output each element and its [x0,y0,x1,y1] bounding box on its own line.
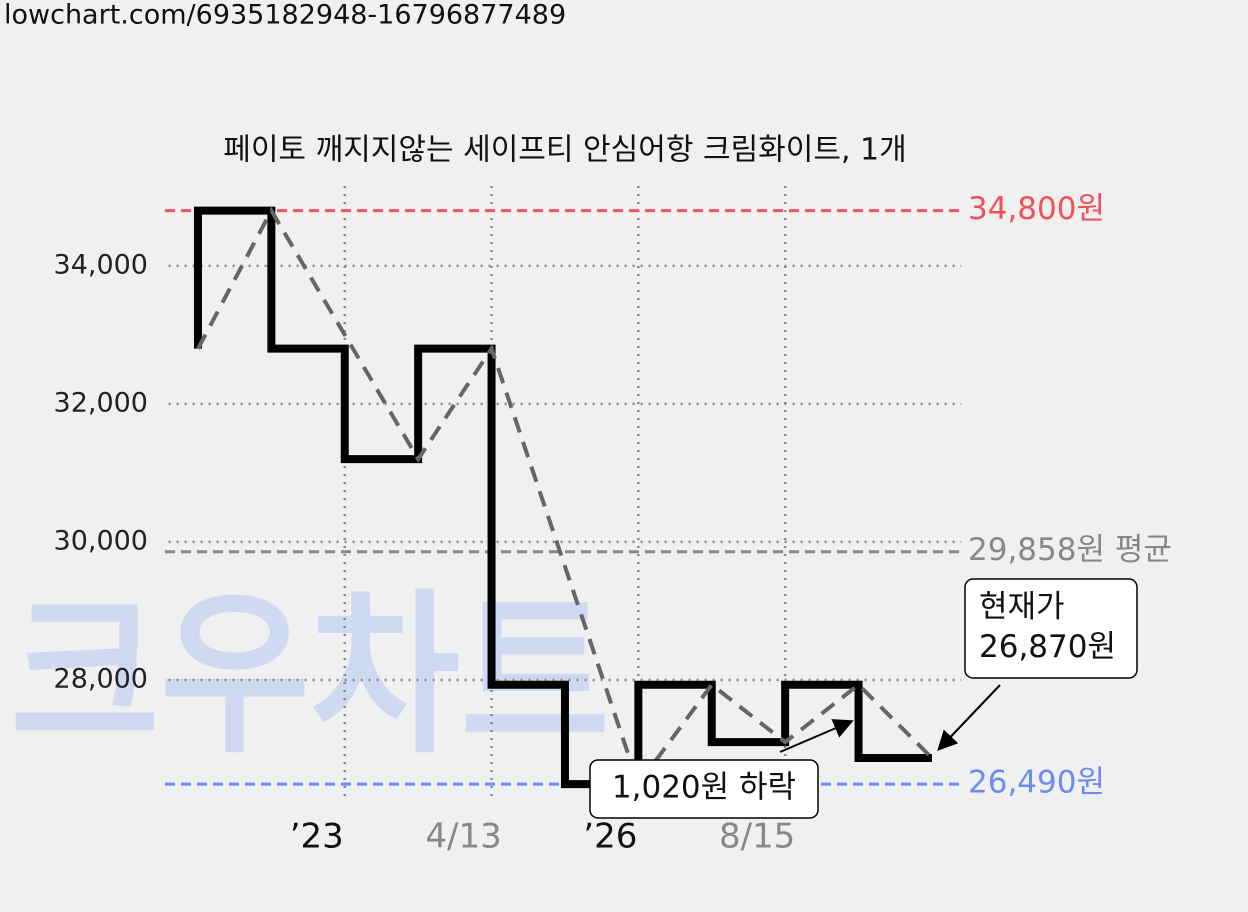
annotation-arrow [779,719,854,753]
price-step-line [193,206,932,789]
y-tick-label: 32,000 [54,387,148,418]
annotation-box [964,578,1138,679]
annotation-text: 현재가 [979,589,1065,625]
price-trend-line [196,206,934,789]
x-tick-label: 4/13 [425,817,501,857]
annotation-box [589,759,819,819]
annotation-text: 26,870원 [979,629,1116,665]
chart-title: 페이토 깨지지않는 세이프티 안심어항 크림화이트, 1개 [223,133,907,168]
annotation-text: 1,020원 하락 [612,770,796,806]
y-tick-label: 34,000 [54,249,148,280]
y-tick-label: 28,000 [54,663,148,694]
reference-label: 26,490원 [968,765,1105,801]
y-tick-label: 30,000 [54,525,148,556]
reference-label: 29,858원 평균 [968,532,1172,568]
annotation-arrow [937,684,1001,751]
x-tick-label: ’26 [583,817,637,857]
watermark: 크우차트 [10,575,610,778]
reference-label: 34,800원 [968,191,1105,227]
x-tick-label: 8/15 [719,817,795,857]
x-tick-label: ’23 [290,817,344,857]
source-url: lowchart.com/6935182948-16796877489 [4,0,566,31]
